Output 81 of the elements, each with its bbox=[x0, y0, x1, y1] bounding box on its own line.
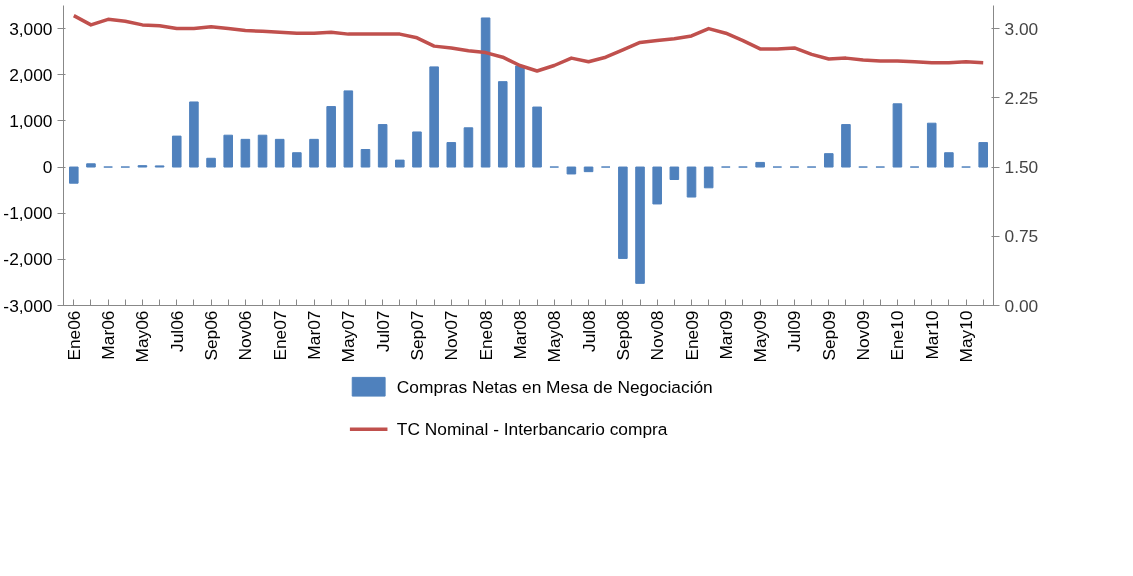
x-tick-label: Sep08 bbox=[612, 310, 633, 361]
y2-tick-label: 3.00 bbox=[1004, 18, 1039, 39]
x-tick-label: Ene06 bbox=[63, 310, 84, 361]
bar bbox=[841, 124, 851, 168]
bar bbox=[892, 103, 903, 168]
bar bbox=[343, 90, 354, 168]
x-tick-label: May09 bbox=[750, 310, 771, 363]
bar bbox=[309, 138, 319, 168]
bar bbox=[377, 124, 388, 168]
legend-label: TC Nominal - Interbancario compra bbox=[396, 419, 668, 440]
x-tick-label: Jul09 bbox=[784, 310, 805, 352]
x-tick-label: Nov07 bbox=[441, 310, 462, 361]
bar bbox=[978, 142, 988, 168]
bar bbox=[823, 153, 834, 168]
bar bbox=[669, 166, 680, 180]
bar bbox=[463, 127, 474, 168]
x-tick-label: Sep06 bbox=[201, 310, 222, 361]
x-tick-label: Mar10 bbox=[921, 310, 942, 360]
bar bbox=[652, 166, 662, 205]
bar bbox=[171, 135, 182, 168]
bar bbox=[326, 106, 336, 168]
bar bbox=[446, 142, 457, 168]
x-tick-label: May10 bbox=[956, 310, 977, 363]
bar bbox=[257, 134, 268, 168]
bar bbox=[429, 66, 439, 168]
y2-tick-label: 2.25 bbox=[1004, 87, 1039, 108]
bar bbox=[189, 101, 199, 168]
x-tick-label: Mar07 bbox=[304, 310, 325, 360]
bar bbox=[532, 106, 542, 168]
bar bbox=[944, 152, 954, 168]
x-tick-label: Sep07 bbox=[406, 310, 427, 361]
bar bbox=[240, 138, 251, 168]
bar bbox=[223, 134, 234, 168]
x-tick-label: Nov09 bbox=[853, 310, 874, 361]
x-tick-label: Jul08 bbox=[578, 310, 599, 352]
y-tick-label: -3,000 bbox=[3, 295, 53, 316]
x-tick-label: May07 bbox=[338, 310, 359, 363]
x-tick-label: Jul07 bbox=[372, 310, 393, 352]
x-tick-label: Nov06 bbox=[235, 310, 256, 361]
bar bbox=[566, 166, 577, 175]
bar bbox=[360, 149, 371, 168]
x-tick-label: Mar06 bbox=[98, 310, 119, 360]
x-tick-label: Ene09 bbox=[681, 310, 702, 361]
line-series bbox=[72, 13, 985, 73]
bar bbox=[703, 166, 714, 189]
x-tick-label: Jul06 bbox=[166, 310, 187, 352]
bar bbox=[69, 166, 79, 184]
y2-tick-label: 1.50 bbox=[1004, 157, 1039, 178]
x-tick-label: May06 bbox=[132, 310, 153, 363]
x-tick-label: Mar09 bbox=[715, 310, 736, 360]
bar bbox=[86, 163, 96, 168]
y-tick-label: 2,000 bbox=[9, 64, 53, 85]
x-tick-label: Sep09 bbox=[818, 310, 839, 361]
bar bbox=[480, 17, 491, 168]
bar bbox=[926, 122, 937, 168]
y-tick-label: -1,000 bbox=[3, 203, 53, 224]
bar bbox=[395, 159, 405, 168]
y2-tick-label: 0.75 bbox=[1004, 226, 1039, 247]
bar bbox=[412, 131, 422, 168]
bar bbox=[583, 166, 594, 173]
bar bbox=[515, 65, 525, 168]
bar bbox=[635, 166, 645, 284]
bar bbox=[274, 138, 285, 168]
x-tick-label: Mar08 bbox=[509, 310, 530, 360]
y-tick-label: 1,000 bbox=[9, 110, 53, 131]
bar bbox=[497, 81, 508, 168]
x-tick-label: May08 bbox=[544, 310, 565, 363]
y-tick-label: -2,000 bbox=[3, 249, 53, 270]
x-tick-label: Nov08 bbox=[647, 310, 668, 361]
y2-tick-label: 0.00 bbox=[1004, 295, 1039, 316]
y-tick-label: 0 bbox=[42, 157, 53, 178]
bar bbox=[206, 157, 216, 168]
bar bbox=[618, 166, 628, 259]
bar bbox=[686, 166, 697, 198]
bar bbox=[292, 152, 302, 168]
bar bbox=[755, 161, 765, 168]
legend-label: Compras Netas en Mesa de Negociación bbox=[396, 376, 713, 397]
x-tick-label: Ene07 bbox=[269, 310, 290, 361]
y-tick-label: 3,000 bbox=[9, 18, 53, 39]
x-tick-label: Ene10 bbox=[887, 310, 908, 361]
x-tick-label: Ene08 bbox=[475, 310, 496, 361]
